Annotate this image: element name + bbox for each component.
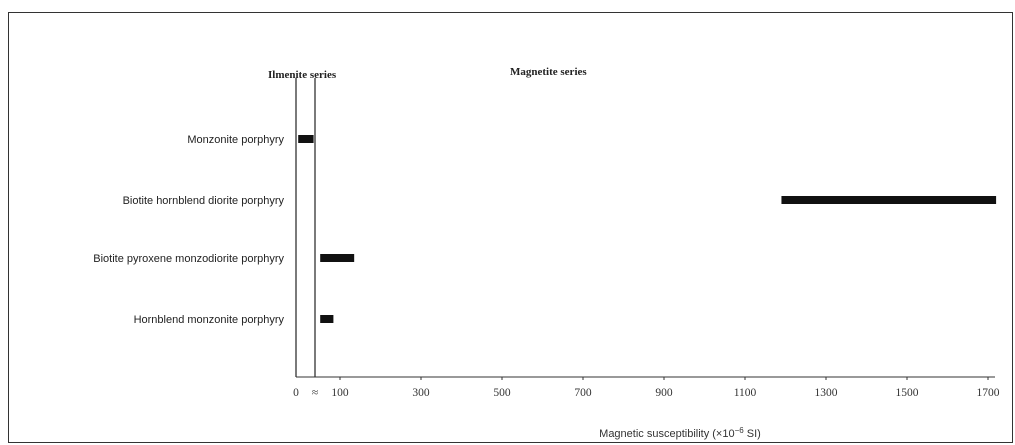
tick-label-1700: 1700: [977, 387, 1000, 399]
tick-labels: 0 ≈100 300 500 700 900 1100 1300 1500 1700: [293, 377, 1000, 399]
range-bar-1: [781, 196, 997, 204]
x-axis-label: Magnetic susceptibility (×10−6 SI): [599, 426, 761, 441]
regions-layer: Ilmenite series Magnetite series: [268, 66, 587, 377]
tick-label-300: 300: [412, 387, 430, 399]
x-axis-label-unit: SI): [744, 428, 761, 440]
tick-label-100: 100: [331, 387, 349, 399]
category-labels: Monzonite porphyry Biotite hornblend dior…: [93, 134, 284, 326]
category-label-1: Biotite hornblend diorite porphyry: [123, 195, 285, 207]
tick-label-700: 700: [574, 387, 592, 399]
category-label-3: Hornblend monzonite porphyry: [134, 314, 285, 326]
tick-label-1100: 1100: [734, 387, 757, 399]
region-label-ilmenite: Ilmenite series: [268, 69, 337, 81]
bars: [298, 135, 997, 323]
tick-label-boundary: ≈: [312, 387, 318, 399]
tick-label-0: 0: [293, 387, 299, 399]
range-bar-3: [320, 315, 334, 323]
tick-label-1500: 1500: [896, 387, 919, 399]
tick-label-900: 900: [655, 387, 673, 399]
region-label-magnetite: Magnetite series: [510, 66, 587, 78]
x-axis-label-sup: −6: [735, 426, 745, 435]
range-bar-2: [320, 254, 355, 262]
tick-label-1300: 1300: [815, 387, 838, 399]
range-bar-0: [298, 135, 314, 143]
chart-frame: [8, 12, 1013, 443]
tick-label-500: 500: [493, 387, 511, 399]
category-label-2: Biotite pyroxene monzodiorite porphyry: [93, 253, 284, 265]
category-label-0: Monzonite porphyry: [187, 134, 284, 146]
x-axis-label-main: Magnetic susceptibility (×10: [599, 428, 734, 440]
